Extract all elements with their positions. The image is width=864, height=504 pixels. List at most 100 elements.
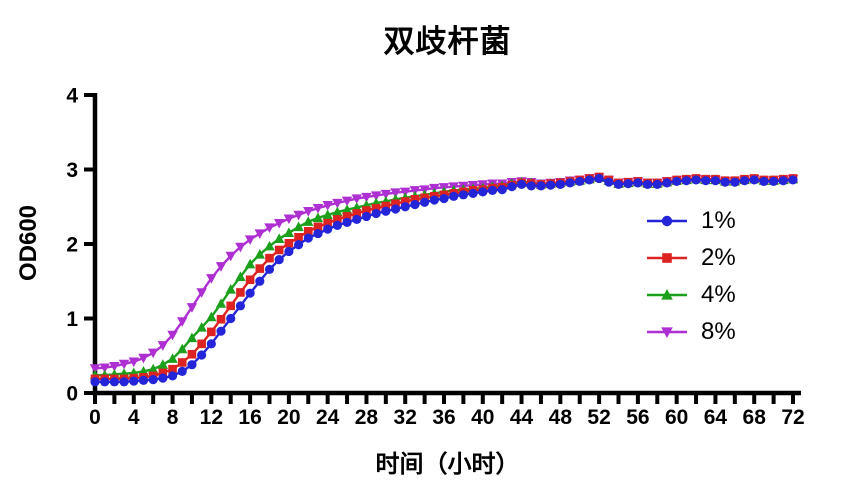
data-point-marker: [720, 177, 730, 187]
data-point-marker: [303, 207, 314, 217]
square-marker-icon: [647, 252, 687, 263]
data-point-marker: [119, 377, 129, 387]
data-point-marker: [323, 224, 333, 234]
data-point-marker: [206, 311, 217, 322]
data-point-marker: [613, 179, 624, 189]
x-tick-label: 12: [200, 406, 223, 429]
data-point-marker: [303, 233, 313, 243]
data-point-marker: [215, 298, 227, 308]
data-point-marker: [759, 176, 769, 187]
data-point-marker: [293, 240, 304, 250]
data-point-marker: [245, 288, 255, 298]
data-point-marker: [235, 301, 246, 311]
data-point-marker: [691, 175, 701, 185]
data-point-marker: [236, 288, 245, 297]
data-point-marker: [322, 201, 333, 211]
data-point-marker: [90, 377, 100, 387]
x-tick-label: 40: [471, 406, 494, 429]
data-point-marker: [332, 220, 342, 230]
data-point-marker: [157, 359, 169, 369]
data-point-marker: [244, 235, 256, 245]
x-tick-label: 16: [238, 406, 261, 429]
data-point-marker: [206, 339, 216, 349]
legend-label: 4%: [701, 280, 736, 308]
y-tick-label: 4: [66, 85, 78, 108]
chart-title: 双歧杆菌: [383, 24, 512, 59]
data-point-marker: [197, 339, 206, 349]
data-point-marker: [226, 301, 236, 311]
circle-marker-glyph: [661, 215, 673, 226]
data-point-marker: [177, 343, 188, 354]
data-point-marker: [264, 240, 275, 251]
x-tick-label: 32: [394, 406, 417, 429]
data-point-marker: [99, 363, 110, 374]
data-point-marker: [100, 377, 110, 387]
data-point-marker: [167, 371, 178, 381]
y-tick-label: 2: [66, 234, 78, 257]
data-point-marker: [196, 322, 207, 332]
data-point-marker: [186, 303, 198, 313]
data-point-marker: [410, 199, 420, 210]
data-point-marker: [361, 211, 372, 222]
data-point-marker: [186, 332, 198, 343]
data-point-marker: [244, 258, 256, 269]
data-point-marker: [245, 275, 255, 285]
data-point-marker: [594, 173, 604, 184]
data-point-marker: [322, 209, 333, 220]
legend-entry: 8%: [646, 313, 736, 350]
x-tick-label: 4: [128, 406, 140, 429]
data-point-marker: [333, 215, 342, 224]
data-point-marker: [167, 330, 178, 341]
data-point-marker: [458, 190, 468, 200]
data-point-marker: [225, 284, 236, 294]
data-point-marker: [215, 262, 227, 272]
data-point-marker: [352, 214, 362, 225]
data-point-marker: [158, 373, 168, 383]
data-point-marker: [235, 242, 246, 253]
legend-label: 2%: [701, 243, 736, 271]
data-point-marker: [255, 264, 265, 273]
data-point-marker: [662, 178, 672, 188]
data-point-marker: [273, 233, 285, 243]
data-point-marker: [351, 194, 362, 204]
x-tick-label: 60: [665, 406, 688, 429]
data-point-marker: [157, 341, 169, 351]
data-point-marker: [584, 175, 595, 185]
data-point-marker: [158, 368, 168, 378]
data-point-marker: [439, 193, 449, 204]
data-point-marker: [749, 175, 759, 185]
data-point-marker: [147, 348, 159, 359]
data-point-marker: [128, 357, 139, 368]
data-point-marker: [254, 229, 266, 239]
data-point-marker: [293, 210, 304, 221]
data-point-marker: [380, 189, 392, 200]
data-point-marker: [274, 255, 284, 265]
data-point-marker: [362, 206, 371, 215]
data-point-marker: [342, 217, 352, 227]
data-point-marker: [147, 363, 159, 374]
data-point-marker: [118, 359, 130, 370]
data-point-marker: [206, 274, 217, 284]
legend-entry: 1%: [646, 202, 736, 239]
x-tick-label: 28: [355, 406, 379, 429]
data-point-marker: [633, 178, 643, 188]
data-point-marker: [332, 206, 343, 217]
data-point-marker: [730, 177, 740, 187]
data-point-marker: [187, 349, 197, 359]
data-point-marker: [303, 216, 314, 226]
data-point-marker: [352, 209, 362, 218]
data-point-marker: [497, 185, 507, 195]
data-point-marker: [391, 199, 400, 209]
x-tick-label: 68: [743, 406, 767, 429]
data-point-marker: [129, 376, 139, 386]
data-point-marker: [536, 181, 546, 191]
legend-entry: 4%: [646, 276, 736, 313]
data-point-marker: [487, 185, 498, 195]
data-point-marker: [526, 181, 536, 191]
data-point-marker: [177, 317, 188, 327]
x-tick-label: 36: [432, 406, 455, 429]
data-point-marker: [177, 358, 187, 367]
data-point-marker: [390, 188, 401, 198]
data-point-marker: [284, 246, 294, 257]
